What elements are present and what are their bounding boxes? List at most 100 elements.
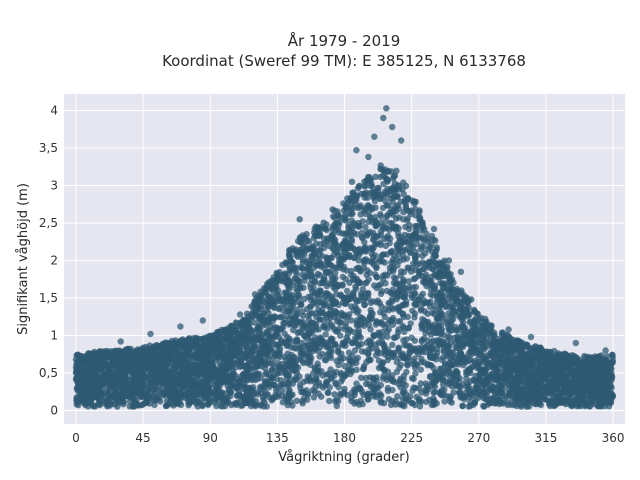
- data-point: [422, 329, 429, 337]
- data-point: [266, 293, 273, 301]
- data-point: [342, 319, 350, 326]
- data-point: [445, 310, 452, 317]
- data-point: [110, 383, 117, 391]
- data-point: [362, 380, 370, 388]
- data-point: [288, 344, 295, 351]
- data-point: [433, 377, 440, 384]
- data-point: [444, 342, 452, 350]
- data-point: [395, 214, 403, 221]
- data-point: [177, 384, 185, 391]
- data-point: [357, 211, 364, 218]
- data-point: [384, 212, 391, 219]
- data-point: [472, 332, 479, 339]
- data-point: [390, 175, 397, 182]
- data-point: [279, 297, 286, 304]
- data-point: [221, 326, 228, 334]
- data-point: [525, 377, 532, 385]
- data-point: [310, 299, 318, 307]
- data-point: [310, 394, 318, 401]
- data-point: [402, 382, 409, 389]
- data-point: [182, 352, 189, 360]
- data-point: [418, 322, 425, 329]
- data-point: [406, 222, 413, 229]
- data-point: [417, 246, 425, 253]
- data-point: [354, 354, 361, 362]
- data-point: [423, 230, 430, 237]
- data-point: [398, 233, 405, 241]
- data-point: [273, 342, 281, 349]
- data-point: [390, 279, 398, 286]
- data-point: [381, 344, 388, 351]
- data-point: [301, 277, 308, 284]
- data-point: [361, 322, 368, 329]
- data-point: [290, 326, 297, 334]
- data-point: [315, 390, 322, 397]
- data-point: [512, 367, 520, 374]
- data-point: [316, 247, 323, 254]
- data-point: [376, 333, 383, 340]
- data-point: [425, 318, 432, 326]
- data-point: [324, 351, 331, 359]
- data-point: [463, 375, 470, 382]
- data-point: [384, 333, 391, 340]
- data-point: [355, 326, 362, 334]
- data-point: [408, 264, 415, 272]
- data-point: [301, 295, 308, 303]
- data-point: [324, 389, 332, 396]
- data-point: [154, 387, 162, 395]
- data-point: [401, 290, 409, 298]
- data-point: [365, 291, 372, 298]
- data-point: [352, 334, 359, 342]
- data-point: [111, 370, 118, 377]
- data-point: [418, 305, 425, 313]
- data-point: [474, 343, 481, 350]
- data-point: [160, 389, 167, 396]
- data-point: [430, 302, 438, 310]
- data-point: [394, 318, 401, 325]
- data-point: [373, 274, 381, 281]
- data-point: [400, 191, 407, 198]
- data-point: [390, 207, 397, 215]
- data-point: [303, 230, 310, 238]
- data-point: [405, 278, 412, 285]
- data-point: [170, 355, 177, 362]
- data-point: [328, 346, 335, 353]
- data-point: [561, 386, 568, 393]
- data-point: [384, 356, 391, 364]
- data-points: [72, 105, 617, 410]
- data-point: [330, 213, 337, 220]
- data-point: [399, 279, 406, 287]
- data-point: [274, 330, 281, 338]
- data-point: [273, 375, 281, 383]
- data-point: [104, 364, 111, 371]
- data-point: [299, 271, 306, 278]
- data-point: [373, 318, 380, 325]
- data-point: [114, 403, 121, 410]
- data-point: [219, 397, 226, 405]
- data-point: [326, 397, 333, 405]
- data-point: [105, 349, 112, 356]
- data-point: [177, 394, 184, 401]
- data-point: [347, 267, 355, 275]
- data-point: [289, 367, 297, 374]
- data-point: [351, 200, 359, 207]
- data-point: [342, 230, 349, 238]
- data-point: [529, 360, 536, 368]
- data-point: [413, 240, 421, 247]
- data-point: [260, 310, 267, 317]
- data-point: [322, 357, 330, 364]
- data-point: [358, 374, 365, 381]
- data-point: [335, 315, 342, 322]
- data-point: [274, 369, 282, 377]
- data-point: [163, 402, 171, 409]
- data-point: [157, 398, 164, 405]
- data-point: [204, 400, 212, 407]
- data-point: [425, 238, 432, 246]
- data-point: [380, 251, 387, 258]
- data-point: [348, 317, 355, 324]
- data-point: [289, 259, 296, 266]
- data-point: [293, 376, 301, 383]
- data-point: [350, 328, 357, 336]
- data-point: [325, 280, 332, 287]
